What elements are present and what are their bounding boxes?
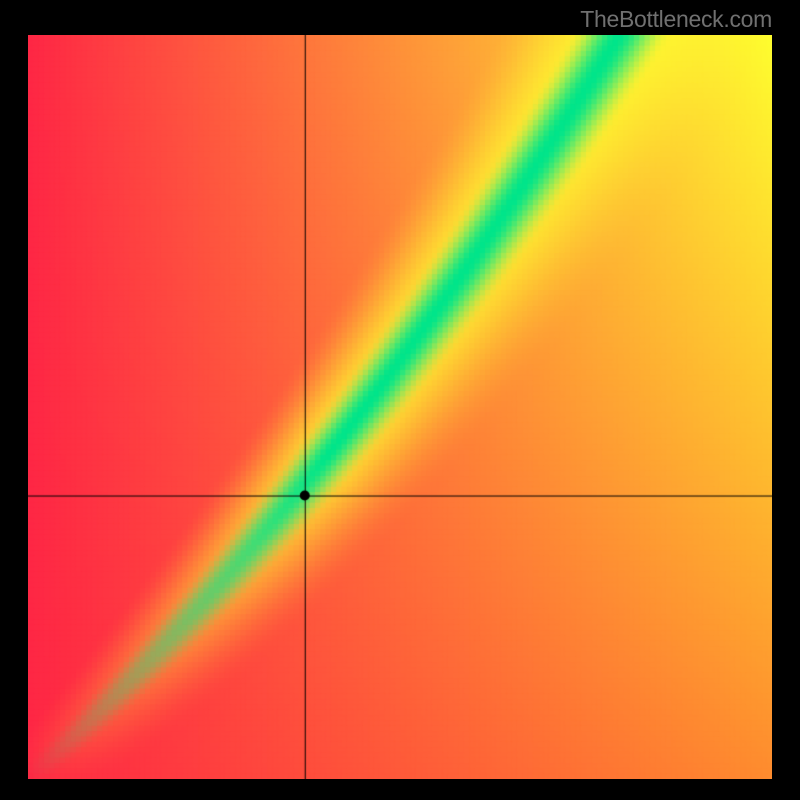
watermark-text: TheBottleneck.com [580, 6, 772, 33]
heatmap-canvas [28, 35, 772, 779]
heatmap-plot [28, 35, 772, 779]
